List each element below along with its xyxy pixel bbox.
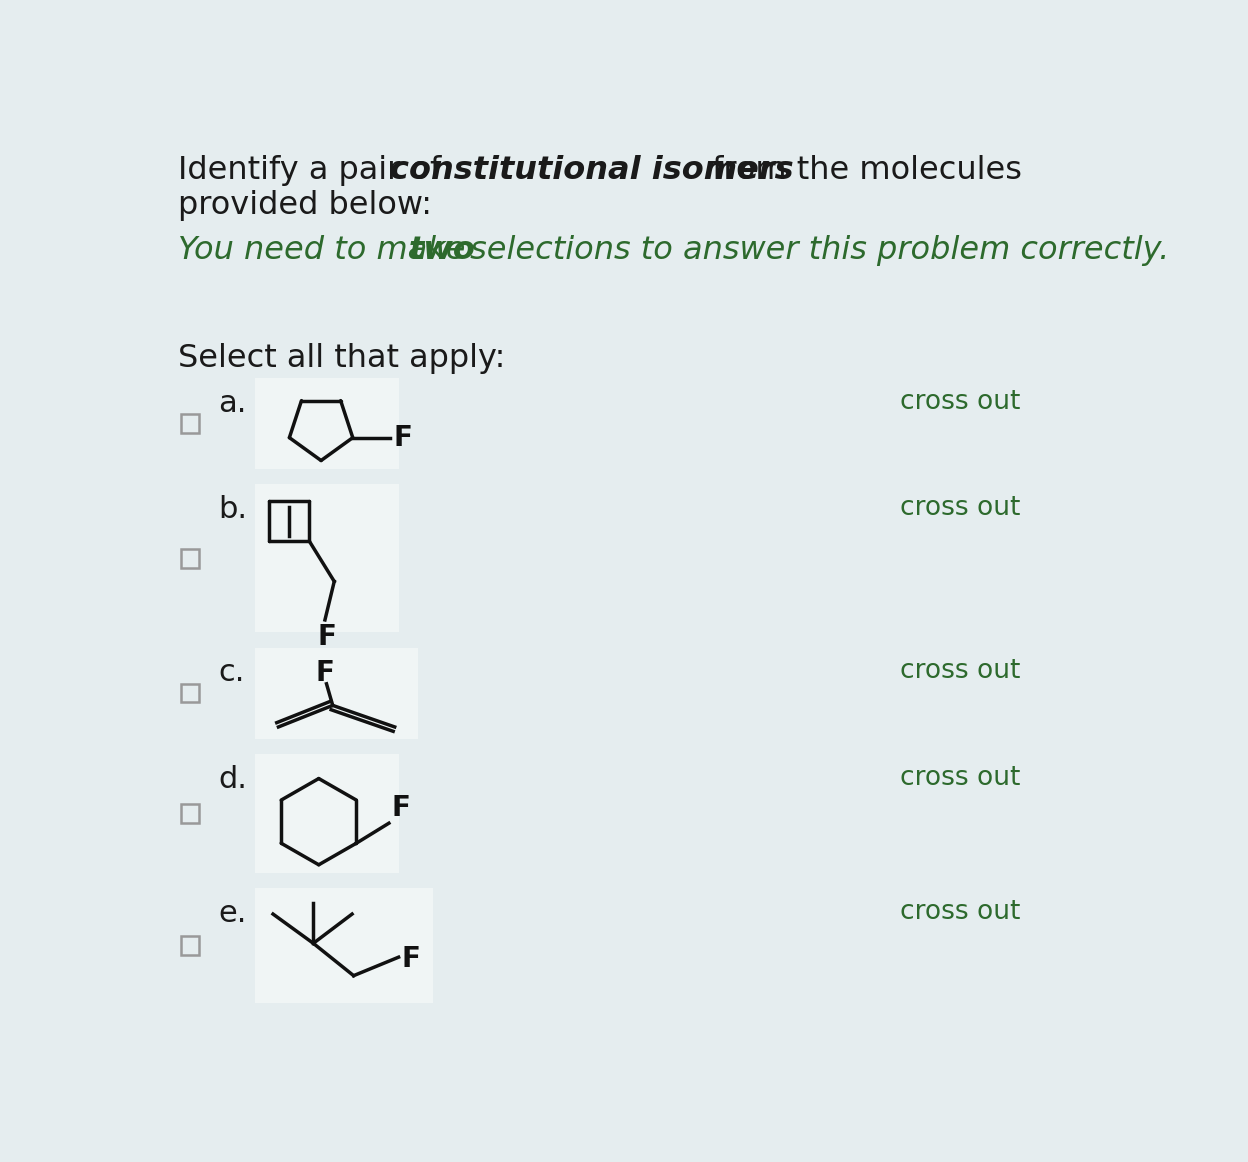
Text: constitutional isomers: constitutional isomers <box>389 155 794 186</box>
Bar <box>181 550 200 567</box>
FancyBboxPatch shape <box>255 888 433 1003</box>
Text: Select all that apply:: Select all that apply: <box>177 344 505 374</box>
Text: F: F <box>317 623 336 651</box>
Text: cross out: cross out <box>900 659 1021 684</box>
Text: cross out: cross out <box>900 389 1021 415</box>
FancyBboxPatch shape <box>255 647 418 739</box>
Bar <box>181 937 200 955</box>
Bar <box>181 415 200 432</box>
Bar <box>181 804 200 823</box>
Text: c.: c. <box>218 659 245 688</box>
Text: cross out: cross out <box>900 495 1021 522</box>
Text: provided below:: provided below: <box>177 191 432 221</box>
FancyBboxPatch shape <box>255 485 398 632</box>
Text: b.: b. <box>218 495 247 524</box>
Text: You need to make: You need to make <box>177 235 475 266</box>
FancyBboxPatch shape <box>255 754 398 874</box>
Text: F: F <box>393 424 412 452</box>
Text: two: two <box>408 235 475 266</box>
Text: Identify a pair of: Identify a pair of <box>177 155 451 186</box>
Bar <box>181 683 200 702</box>
Text: selections to answer this problem correctly.: selections to answer this problem correc… <box>461 235 1169 266</box>
Text: e.: e. <box>218 898 246 927</box>
Text: from the molecules: from the molecules <box>703 155 1022 186</box>
Text: cross out: cross out <box>900 898 1021 925</box>
Text: F: F <box>391 794 411 822</box>
Text: a.: a. <box>218 389 246 418</box>
Text: d.: d. <box>218 765 247 794</box>
FancyBboxPatch shape <box>255 378 398 469</box>
Text: F: F <box>316 659 334 687</box>
Text: F: F <box>402 945 421 973</box>
Text: cross out: cross out <box>900 765 1021 790</box>
